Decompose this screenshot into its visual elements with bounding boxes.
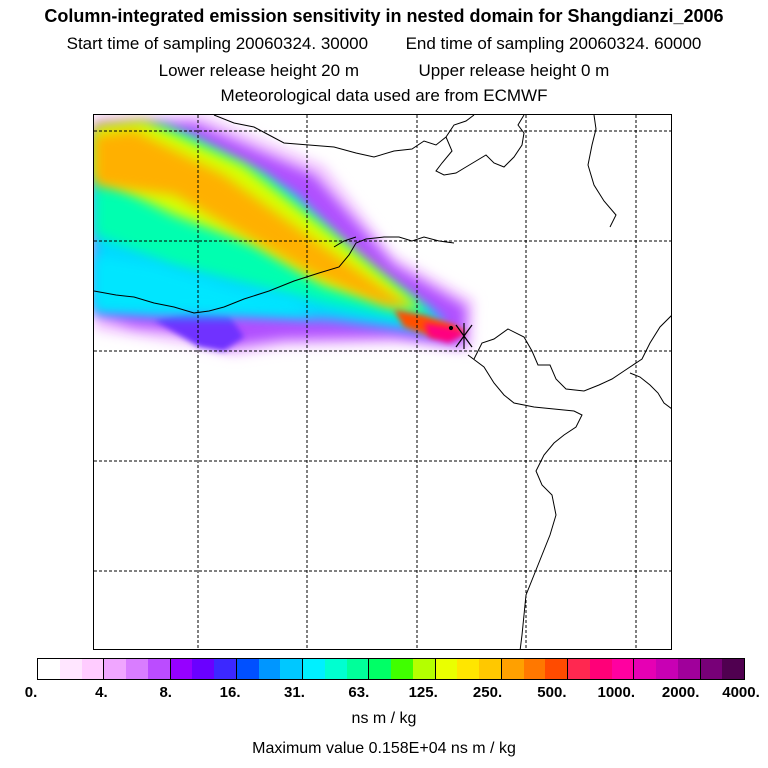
colorbar-tick-label: 0. — [24, 684, 38, 701]
colorbar-segment — [346, 659, 370, 679]
colorbar — [37, 658, 745, 680]
upper-release-height: Upper release height 0 m — [418, 61, 610, 80]
colorbar-tick-label: 2000. — [661, 684, 700, 701]
colorbar-segment — [214, 659, 237, 679]
colorbar-segment — [369, 659, 391, 679]
map-panel — [93, 114, 672, 650]
colorbar-segment — [38, 659, 60, 679]
colorbar-segment — [568, 659, 590, 679]
met-data-source: Meteorological data used are from ECMWF — [220, 86, 548, 105]
colorbar-segment — [81, 659, 105, 679]
colorbar-segment — [435, 659, 458, 679]
colorbar-segment — [611, 659, 635, 679]
colorbar-segment — [589, 659, 612, 679]
emission-plume — [94, 115, 474, 355]
colorbar-tick-label: 63. — [348, 684, 370, 701]
colorbar-segment — [147, 659, 171, 679]
colorbar-segment — [258, 659, 281, 679]
colorbar-tick-label: 250. — [472, 684, 503, 701]
sampling-times: Start time of sampling 20060324. 30000 E… — [0, 34, 768, 54]
colorbar-segment — [501, 659, 524, 679]
lower-release-height: Lower release height 20 m — [158, 61, 359, 80]
colorbar-segment — [391, 659, 413, 679]
plot-title: Column-integrated emission sensitivity i… — [44, 6, 724, 26]
release-heights: Lower release height 20 m Upper release … — [0, 61, 768, 81]
graticule — [94, 115, 671, 649]
colorbar-tick-label: 125. — [408, 684, 438, 701]
sampling-start: Start time of sampling 20060324. 30000 — [66, 34, 369, 53]
map-canvas — [94, 115, 671, 649]
sampling-end: End time of sampling 20060324. 60000 — [405, 34, 702, 53]
colorbar-segment — [303, 659, 325, 679]
colorbar-segment — [479, 659, 502, 679]
colorbar-segment — [523, 659, 546, 679]
colorbar-segment — [170, 659, 193, 679]
colorbar-segment — [722, 659, 744, 679]
colorbar-tick-label: 4. — [95, 684, 108, 701]
colorbar-segment — [280, 659, 303, 679]
release-site-marker — [448, 323, 473, 349]
colorbar-tick-label: 31. — [284, 684, 305, 701]
colorbar-segment — [236, 659, 259, 679]
colorbar-unit: ns m / kg — [351, 710, 417, 727]
colorbar-tick-label: 500. — [537, 684, 567, 701]
colorbar-segment — [412, 659, 436, 679]
colorbar-tick-label: 4000. — [722, 684, 760, 701]
colorbar-segment — [700, 659, 723, 679]
colorbar-segment — [656, 659, 678, 679]
colorbar-segment — [324, 659, 347, 679]
colorbar-tick-label: 1000. — [597, 684, 636, 701]
colorbar-segment — [677, 659, 701, 679]
colorbar-segment — [545, 659, 568, 679]
colorbar-segment — [634, 659, 656, 679]
colorbar-segment — [457, 659, 479, 679]
colorbar-tick-label: 16. — [219, 684, 241, 701]
colorbar-tick-label: 8. — [159, 684, 172, 701]
colorbar-segment — [104, 659, 126, 679]
colorbar-segment — [126, 659, 148, 679]
maximum-value: Maximum value 0.158E+04 ns m / kg — [252, 740, 516, 757]
colorbar-segment — [59, 659, 82, 679]
colorbar-segment — [192, 659, 214, 679]
